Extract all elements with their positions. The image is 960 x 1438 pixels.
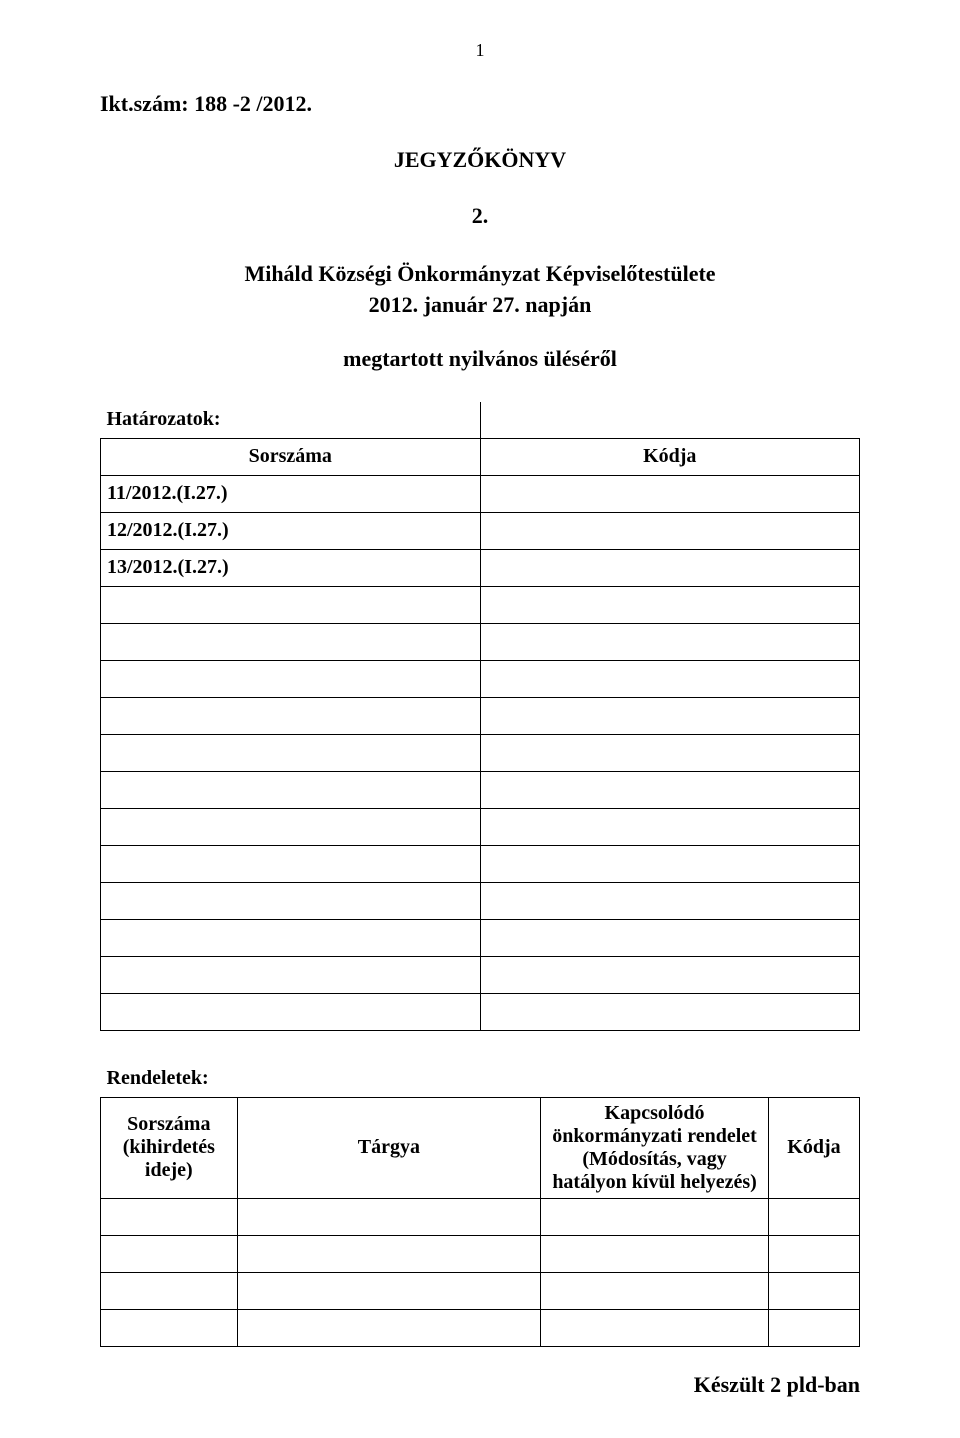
cell — [541, 1198, 769, 1235]
ikt-number: Ikt.szám: 188 -2 /2012. — [100, 91, 860, 117]
cell — [768, 1309, 859, 1346]
cell-kodja — [480, 475, 860, 512]
subtitle-line-1: Miháld Községi Önkormányzat Képviselőtes… — [100, 259, 860, 290]
table-row — [101, 1272, 860, 1309]
cell — [101, 1235, 238, 1272]
table-row — [101, 1309, 860, 1346]
empty-cell — [480, 402, 860, 439]
document-title: JEGYZŐKÖNYV — [100, 147, 860, 173]
cell-sorszama — [101, 734, 481, 771]
cell-sorszama — [101, 993, 481, 1030]
cell — [768, 1235, 859, 1272]
table-row — [101, 1198, 860, 1235]
subtitle-block: Miháld Községi Önkormányzat Képviselőtes… — [100, 259, 860, 321]
table-row — [101, 882, 860, 919]
cell — [237, 1309, 541, 1346]
document-page: 1 Ikt.szám: 188 -2 /2012. JEGYZŐKÖNYV 2.… — [0, 0, 960, 1438]
col-kapcsolodo: Kapcsolódó önkormányzati rendelet (Módos… — [541, 1097, 769, 1198]
footer-text: Készült 2 pld-ban — [100, 1372, 860, 1398]
cell-kodja — [480, 919, 860, 956]
col-sorszama: Sorszáma — [101, 438, 481, 475]
cell-kodja — [480, 808, 860, 845]
cell-sorszama — [101, 660, 481, 697]
table-row: 13/2012.(I.27.) — [101, 549, 860, 586]
document-subnumber: 2. — [100, 203, 860, 229]
cell-kodja — [480, 623, 860, 660]
cell — [768, 1198, 859, 1235]
empty-cell — [237, 1061, 541, 1098]
cell-sorszama: 11/2012.(I.27.) — [101, 475, 481, 512]
table-row — [101, 845, 860, 882]
table-header-row: Sorszáma Kódja — [101, 438, 860, 475]
cell — [237, 1235, 541, 1272]
table-row — [101, 956, 860, 993]
cell-kodja — [480, 660, 860, 697]
table-row: Határozatok: — [101, 402, 860, 439]
spacer — [100, 1031, 860, 1061]
rendeletek-table: Rendeletek: Sorszáma (kihirdetés ideje) … — [100, 1061, 860, 1347]
table-row — [101, 586, 860, 623]
table-row: 12/2012.(I.27.) — [101, 512, 860, 549]
table-row — [101, 734, 860, 771]
table-row — [101, 1235, 860, 1272]
cell-sorszama — [101, 882, 481, 919]
table-row — [101, 919, 860, 956]
cell-sorszama — [101, 623, 481, 660]
cell-sorszama — [101, 956, 481, 993]
cell-kodja — [480, 734, 860, 771]
cell-sorszama — [101, 919, 481, 956]
col-sorszama: Sorszáma (kihirdetés ideje) — [101, 1097, 238, 1198]
cell-kodja — [480, 586, 860, 623]
cell — [101, 1272, 238, 1309]
cell — [768, 1272, 859, 1309]
cell — [541, 1272, 769, 1309]
col-targya: Tárgya — [237, 1097, 541, 1198]
col-kodja: Kódja — [768, 1097, 859, 1198]
session-line: megtartott nyilvános üléséről — [100, 346, 860, 372]
hatarozatok-label: Határozatok: — [101, 402, 481, 439]
hatarozatok-table: Határozatok: Sorszáma Kódja 11/2012.(I.2… — [100, 402, 860, 1031]
cell-kodja — [480, 512, 860, 549]
page-number: 1 — [100, 40, 860, 61]
cell-kodja — [480, 549, 860, 586]
cell-sorszama — [101, 697, 481, 734]
rendeletek-label: Rendeletek: — [101, 1061, 238, 1098]
cell-sorszama — [101, 586, 481, 623]
cell-sorszama — [101, 771, 481, 808]
empty-cell — [768, 1061, 859, 1098]
cell-sorszama: 12/2012.(I.27.) — [101, 512, 481, 549]
table-row — [101, 623, 860, 660]
table-row: Rendeletek: — [101, 1061, 860, 1098]
table-row: 11/2012.(I.27.) — [101, 475, 860, 512]
cell — [541, 1235, 769, 1272]
cell-kodja — [480, 845, 860, 882]
cell-kodja — [480, 956, 860, 993]
empty-cell — [541, 1061, 769, 1098]
cell — [101, 1309, 238, 1346]
cell-sorszama: 13/2012.(I.27.) — [101, 549, 481, 586]
col-kodja: Kódja — [480, 438, 860, 475]
cell-sorszama — [101, 808, 481, 845]
cell — [101, 1198, 238, 1235]
cell-kodja — [480, 882, 860, 919]
table-row — [101, 697, 860, 734]
cell — [237, 1272, 541, 1309]
cell-kodja — [480, 697, 860, 734]
table-row — [101, 771, 860, 808]
cell — [541, 1309, 769, 1346]
subtitle-line-2: 2012. január 27. napján — [100, 290, 860, 321]
cell-kodja — [480, 771, 860, 808]
table-row — [101, 660, 860, 697]
table-row — [101, 808, 860, 845]
cell-sorszama — [101, 845, 481, 882]
cell — [237, 1198, 541, 1235]
table-header-row: Sorszáma (kihirdetés ideje) Tárgya Kapcs… — [101, 1097, 860, 1198]
table-row — [101, 993, 860, 1030]
cell-kodja — [480, 993, 860, 1030]
